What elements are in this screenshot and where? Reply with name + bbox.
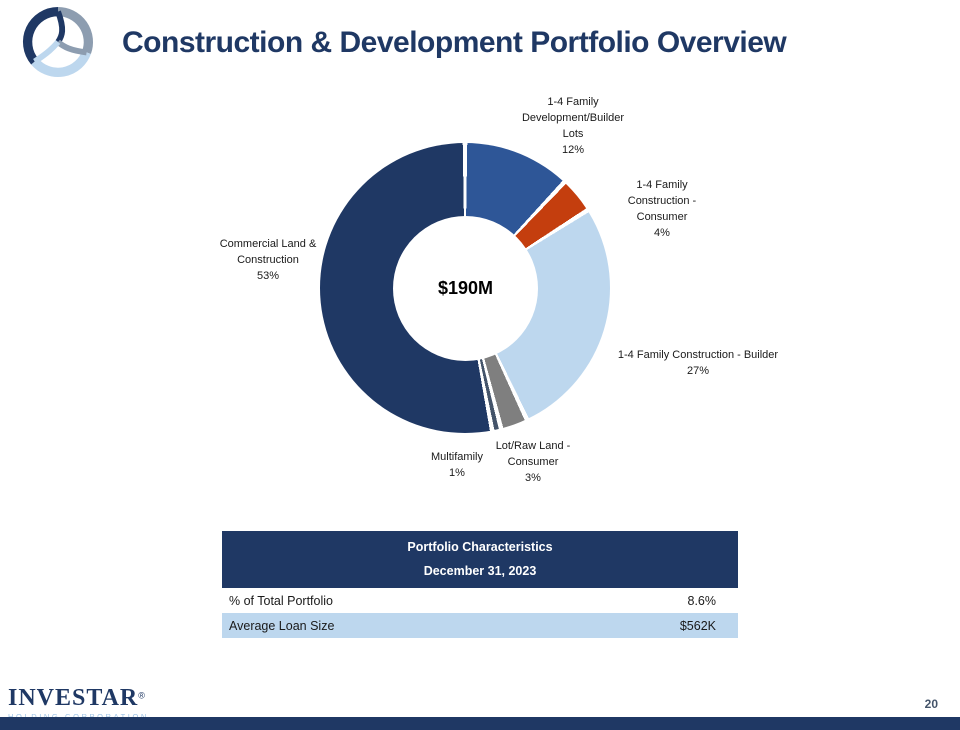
table-header-date: December 31, 2023 <box>423 564 537 578</box>
registered-mark: ® <box>138 690 145 701</box>
investar-logo-icon <box>22 6 93 77</box>
chart-center-label: $190M <box>437 278 494 298</box>
investar-wordmark: INVESTAR® HOLDING CORPORATION <box>8 686 149 721</box>
donut-hole: $190M <box>393 216 538 361</box>
table-row: % of Total Portfolio 8.6% <box>222 588 738 613</box>
page-title: Construction & Development Portfolio Ove… <box>122 26 787 59</box>
chart-label-dev-builder-lots: 1-4 Family Development/Builder Lots 12% <box>521 96 625 156</box>
chart-label-commercial-land-construction: Commercial Land & Construction 53% <box>219 238 317 282</box>
portfolio-characteristics-table: Portfolio Characteristics December 31, 2… <box>222 531 738 638</box>
table-row-value: $562K <box>679 618 716 633</box>
chart-label-construction-builder: 1-4 Family Construction - Builder 27% <box>617 349 779 377</box>
table-row-value: 8.6% <box>687 593 717 608</box>
table-row-label: % of Total Portfolio <box>229 593 333 608</box>
table-header: Portfolio Characteristics December 31, 2… <box>222 531 738 588</box>
chart-label-multifamily: Multifamily 1% <box>431 451 483 479</box>
table-row: Average Loan Size $562K <box>222 613 738 638</box>
chart-label-construction-consumer: 1-4 Family Construction - Consumer 4% <box>627 179 697 239</box>
table-header-title: Portfolio Characteristics <box>407 540 553 554</box>
table-row-label: Average Loan Size <box>229 618 335 633</box>
wordmark-subtext: HOLDING CORPORATION <box>8 713 149 721</box>
bottom-accent-bar <box>0 717 960 730</box>
page-number: 20 <box>924 697 938 711</box>
chart-label-lot-raw-land-consumer: Lot/Raw Land - Consumer 3% <box>495 440 571 484</box>
wordmark-text: INVESTAR <box>8 685 139 711</box>
